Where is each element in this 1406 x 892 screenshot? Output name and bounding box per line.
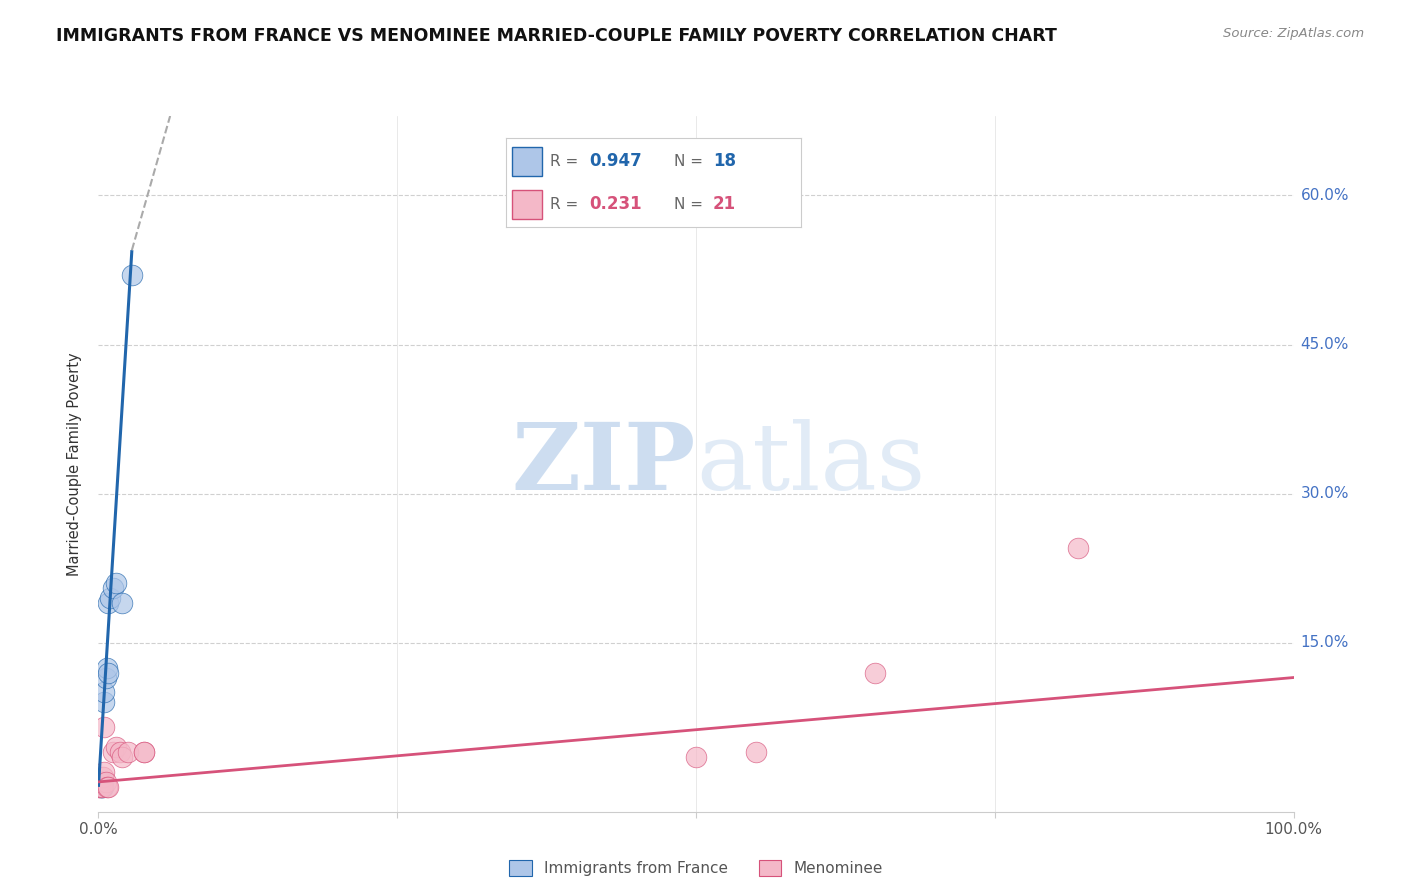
Text: 60.0%: 60.0% xyxy=(1301,188,1348,203)
Point xyxy=(97,596,120,610)
Point xyxy=(91,770,114,784)
Point xyxy=(90,775,112,789)
Point xyxy=(121,268,143,282)
Point xyxy=(90,780,112,794)
Point xyxy=(91,780,114,794)
Point xyxy=(93,695,115,709)
Bar xyxy=(512,190,541,219)
Point xyxy=(685,750,707,764)
Point xyxy=(132,745,155,759)
Bar xyxy=(512,147,541,176)
Text: 30.0%: 30.0% xyxy=(1301,486,1348,501)
Text: R =: R = xyxy=(550,197,583,211)
Point xyxy=(94,671,117,685)
Point xyxy=(863,665,886,680)
Y-axis label: Married-Couple Family Poverty: Married-Couple Family Poverty xyxy=(67,352,83,575)
Point xyxy=(132,745,155,759)
Text: ZIP: ZIP xyxy=(512,419,696,508)
Legend: Immigrants from France, Menominee: Immigrants from France, Menominee xyxy=(501,853,891,884)
Point xyxy=(111,750,134,764)
Text: 15.0%: 15.0% xyxy=(1301,635,1348,650)
Point xyxy=(89,780,111,794)
Point xyxy=(96,780,118,794)
Text: N =: N = xyxy=(675,197,709,211)
Text: 45.0%: 45.0% xyxy=(1301,337,1348,352)
Text: IMMIGRANTS FROM FRANCE VS MENOMINEE MARRIED-COUPLE FAMILY POVERTY CORRELATION CH: IMMIGRANTS FROM FRANCE VS MENOMINEE MARR… xyxy=(56,27,1057,45)
Point xyxy=(91,775,114,789)
Point xyxy=(101,581,124,595)
Point xyxy=(96,660,118,674)
Point xyxy=(91,780,114,794)
Point xyxy=(97,665,120,680)
Point xyxy=(117,745,139,759)
Point xyxy=(94,775,117,789)
Point xyxy=(105,740,128,755)
Point xyxy=(1067,541,1090,556)
Point xyxy=(745,745,768,759)
Text: N =: N = xyxy=(675,154,709,169)
Point xyxy=(101,745,124,759)
Point xyxy=(105,576,128,591)
Point xyxy=(87,780,110,794)
Text: 21: 21 xyxy=(713,195,735,213)
Text: 18: 18 xyxy=(713,153,735,170)
Text: R =: R = xyxy=(550,154,583,169)
Point xyxy=(90,775,112,789)
Point xyxy=(111,596,134,610)
Point xyxy=(93,764,115,779)
Point xyxy=(108,745,131,759)
Point xyxy=(89,780,111,794)
Text: 0.231: 0.231 xyxy=(589,195,641,213)
Point xyxy=(98,591,122,605)
Point xyxy=(93,720,115,734)
Point xyxy=(91,775,114,789)
Point xyxy=(91,780,114,794)
Text: 0.947: 0.947 xyxy=(589,153,641,170)
Text: atlas: atlas xyxy=(696,419,925,508)
Text: Source: ZipAtlas.com: Source: ZipAtlas.com xyxy=(1223,27,1364,40)
Point xyxy=(97,780,120,794)
Point xyxy=(93,685,115,699)
